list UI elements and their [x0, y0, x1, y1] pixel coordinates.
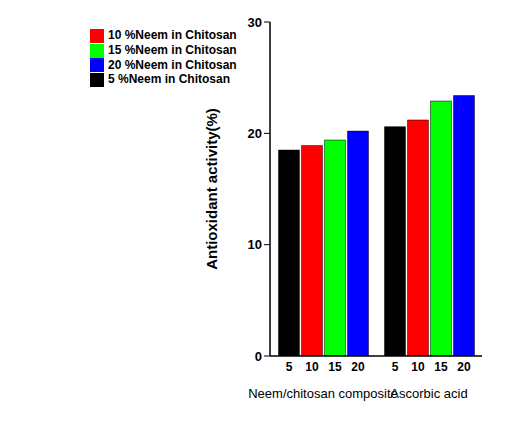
- svg-text:Antioxidant activity(%): Antioxidant activity(%): [203, 108, 220, 270]
- html-text:15 %Neem in Chitosan: 15 %Neem in Chitosan: [108, 42, 237, 57]
- svg-text:5: 5: [286, 360, 293, 374]
- svg-text:10: 10: [305, 360, 319, 374]
- html-text:20 %Neem in Chitosan: 20 %Neem in Chitosan: [108, 57, 237, 72]
- svg-text:20: 20: [457, 360, 471, 374]
- svg-text:20: 20: [351, 360, 365, 374]
- svg-text:Ascorbic acid: Ascorbic acid: [390, 386, 467, 401]
- svg-text:5: 5: [392, 360, 399, 374]
- svg-text:30: 30: [248, 15, 262, 30]
- svg-text:15: 15: [328, 360, 342, 374]
- svg-text:20: 20: [248, 126, 262, 141]
- svg-text:15: 15: [434, 360, 448, 374]
- html-text:10 %Neem in Chitosan: 10 %Neem in Chitosan: [108, 28, 237, 42]
- svg-text:Neem/chitosan composite: Neem/chitosan composite: [248, 386, 398, 401]
- svg-text:10: 10: [248, 237, 262, 252]
- svg-text:0: 0: [255, 349, 262, 364]
- svg-text:10: 10: [411, 360, 425, 374]
- html-text:5 %Neem in Chitosan: 5 %Neem in Chitosan: [108, 72, 230, 87]
